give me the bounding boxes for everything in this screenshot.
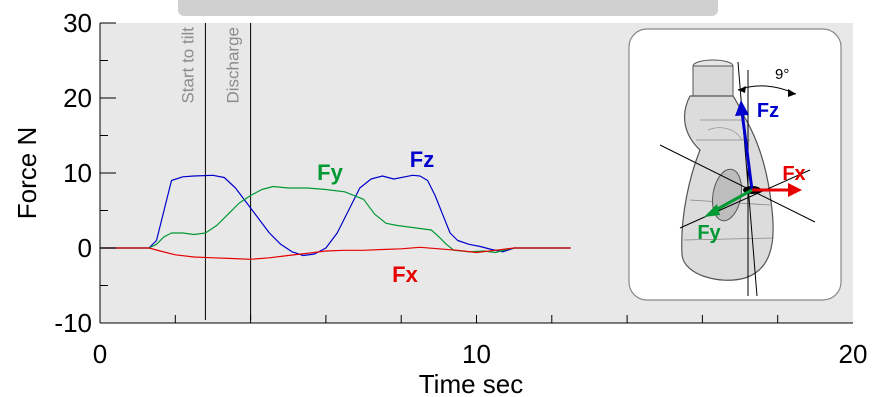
inset-label-fy: Fy [697, 222, 721, 244]
series-line-fx [100, 246, 571, 260]
bottle-inset [628, 28, 842, 301]
series-lines [100, 174, 571, 260]
y-tick-label: 30 [63, 8, 92, 38]
series-label-fy: Fy [317, 160, 343, 185]
x-tick-label: 0 [93, 339, 107, 369]
y-tick-label: 10 [63, 158, 92, 188]
y-tick-label: 20 [63, 83, 92, 113]
x-ticks: 0 10 20 [93, 315, 868, 369]
series-line-fz [100, 174, 571, 257]
series-label-fz: Fz [410, 147, 434, 172]
tilt-angle-label: 9° [775, 66, 789, 83]
inset-label-fz: Fz [757, 100, 779, 122]
event-lines: Start to tilt Discharge [178, 23, 252, 320]
y-axis-title: Force N [12, 127, 42, 219]
top-banner-fragment [178, 0, 718, 16]
y-tick-label: -10 [54, 308, 92, 338]
series-line-fy [100, 185, 571, 254]
inset-label-fx: Fx [782, 163, 805, 185]
event-label: Start to tilt [178, 27, 197, 104]
x-tick-label: 20 [839, 339, 868, 369]
series-label-fx: Fx [392, 262, 418, 287]
x-tick-label: 10 [462, 339, 491, 369]
y-ticks: -10 0 10 20 30 [54, 8, 116, 338]
x-axis-title: Time sec [419, 369, 524, 397]
y-tick-label: 0 [78, 233, 92, 263]
event-label: Discharge [224, 27, 243, 104]
